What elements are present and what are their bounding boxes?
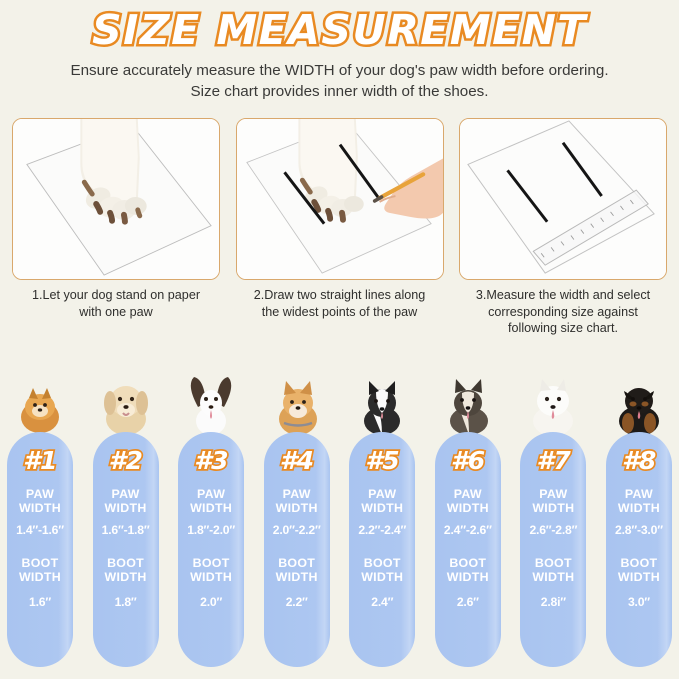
size-card-6-boot-value: 2.6″ bbox=[456, 595, 479, 609]
size-card-5-boot-value: 2.4″ bbox=[371, 595, 394, 609]
size-card-8-boot-label: BOOT WIDTH bbox=[617, 556, 660, 584]
size-card-4[interactable]: #4 PAW WIDTH 2.0″-2.2″ BOOT WIDTH 2.2″ bbox=[263, 432, 330, 667]
size-card-6-number: #6 bbox=[449, 444, 487, 476]
size-card-7-number: #7 bbox=[535, 444, 573, 476]
size-card-4-boot-value: 2.2″ bbox=[285, 595, 308, 609]
subtitle-line-2: Size chart provides inner width of the s… bbox=[190, 83, 489, 100]
size-card-column-4: #4 PAW WIDTH 2.0″-2.2″ BOOT WIDTH 2.2″ bbox=[263, 355, 330, 667]
hand-drawing-lines-illustration bbox=[236, 119, 443, 279]
size-card-7[interactable]: #7 PAW WIDTH 2.6″-2.8″ BOOT WIDTH 2.8i″ bbox=[520, 432, 587, 667]
size-card-3-boot-label: BOOT WIDTH bbox=[190, 556, 233, 584]
size-card-8-paw-label: PAW WIDTH bbox=[617, 487, 660, 515]
dog-paw-on-paper-illustration bbox=[13, 119, 219, 279]
step-3-caption-line-3: following size chart. bbox=[508, 321, 618, 335]
step-1-caption: 1.Let your dog stand on paper with one p… bbox=[12, 287, 220, 320]
size-card-2-boot-value: 1.8″ bbox=[114, 595, 137, 609]
size-card-5-paw-value: 2.2″-2.4″ bbox=[358, 523, 407, 537]
size-card-3[interactable]: #3 PAW WIDTH 1.8″-2.0″ BOOT WIDTH 2.0″ bbox=[178, 432, 245, 667]
size-card-column-7: #7 PAW WIDTH 2.6″-2.8″ BOOT WIDTH 2.8i″ bbox=[520, 355, 587, 667]
step-3-caption: 3.Measure the width and select correspon… bbox=[459, 287, 667, 337]
size-card-5-number: #5 bbox=[364, 444, 402, 476]
size-card-7-boot-label: BOOT WIDTH bbox=[532, 556, 575, 584]
size-card-7-boot-value: 2.8i″ bbox=[540, 595, 566, 609]
size-card-7-paw-value: 2.6″-2.8″ bbox=[529, 523, 578, 537]
papillon-icon bbox=[178, 357, 244, 435]
size-card-1-boot-label: BOOT WIDTH bbox=[18, 556, 62, 584]
size-card-column-8: #8 PAW WIDTH 2.8″-3.0″ BOOT WIDTH 3.0″ bbox=[605, 355, 672, 667]
step-1-photo bbox=[12, 118, 220, 280]
size-card-3-paw-label: PAW WIDTH bbox=[190, 487, 233, 515]
rottweiler-icon bbox=[606, 357, 672, 435]
step-2-caption-line-2: the widest points of the paw bbox=[261, 304, 418, 319]
size-card-4-boot-label: BOOT WIDTH bbox=[275, 556, 318, 584]
size-card-2[interactable]: #2 PAW WIDTH 1.6″-1.8″ BOOT WIDTH 1.8″ bbox=[92, 432, 159, 667]
size-card-3-boot-value: 2.0″ bbox=[200, 595, 223, 609]
size-card-column-5: #5 PAW WIDTH 2.2″-2.4″ BOOT WIDTH 2.4″ bbox=[349, 355, 416, 667]
golden-retriever-icon bbox=[93, 357, 159, 435]
size-card-8[interactable]: #8 PAW WIDTH 2.8″-3.0″ BOOT WIDTH 3.0″ bbox=[605, 432, 672, 667]
size-card-4-paw-value: 2.0″-2.2″ bbox=[272, 523, 321, 537]
size-card-6-paw-value: 2.4″-2.6″ bbox=[443, 523, 492, 537]
size-card-column-3: #3 PAW WIDTH 1.8″-2.0″ BOOT WIDTH 2.0″ bbox=[178, 355, 245, 667]
size-card-5[interactable]: #5 PAW WIDTH 2.2″-2.4″ BOOT WIDTH 2.4″ bbox=[349, 432, 416, 667]
size-card-3-paw-value: 1.8″-2.0″ bbox=[187, 523, 236, 537]
size-card-8-boot-value: 3.0″ bbox=[627, 595, 650, 609]
size-card-1-number: #1 bbox=[21, 444, 59, 476]
size-card-4-number: #4 bbox=[278, 444, 316, 476]
step-1-caption-line-2: with one paw bbox=[79, 304, 153, 319]
step-3: 3.Measure the width and select correspon… bbox=[459, 118, 667, 337]
size-card-8-paw-value: 2.8″-3.0″ bbox=[615, 523, 663, 537]
shiba-inu-icon bbox=[264, 357, 330, 435]
size-card-1-paw-value: 1.4″-1.6″ bbox=[16, 523, 64, 537]
page-header: SIZE MEASUREMENT bbox=[0, 4, 679, 57]
malamute-icon bbox=[435, 357, 501, 435]
size-card-8-number: #8 bbox=[620, 444, 658, 476]
size-card-1[interactable]: #1 PAW WIDTH 1.4″-1.6″ BOOT WIDTH 1.6″ bbox=[7, 432, 73, 667]
size-card-6[interactable]: #6 PAW WIDTH 2.4″-2.6″ BOOT WIDTH 2.6″ bbox=[434, 432, 501, 667]
samoyed-icon bbox=[520, 357, 586, 435]
size-card-3-number: #3 bbox=[193, 444, 231, 476]
size-card-column-2: #2 PAW WIDTH 1.6″-1.8″ BOOT WIDTH 1.8″ bbox=[92, 355, 159, 667]
step-3-caption-line-2: corresponding size against bbox=[488, 304, 638, 319]
size-card-column-1: #1 PAW WIDTH 1.4″-1.6″ BOOT WIDTH 1.6″ bbox=[7, 355, 73, 667]
size-card-column-6: #6 PAW WIDTH 2.4″-2.6″ BOOT WIDTH 2.6″ bbox=[434, 355, 501, 667]
step-3-caption-line-1: 3.Measure the width and select bbox=[475, 288, 651, 302]
step-1: 1.Let your dog stand on paper with one p… bbox=[12, 118, 220, 337]
size-card-5-paw-label: PAW WIDTH bbox=[361, 487, 404, 515]
size-card-2-paw-label: PAW WIDTH bbox=[104, 487, 147, 515]
pomeranian-icon bbox=[7, 357, 73, 435]
step-2-caption: 2.Draw two straight lines along the wide… bbox=[236, 287, 444, 320]
size-card-1-boot-value: 1.6″ bbox=[29, 595, 51, 609]
size-card-1-paw-label: PAW WIDTH bbox=[18, 487, 62, 515]
size-chart: #1 PAW WIDTH 1.4″-1.6″ BOOT WIDTH 1.6″ bbox=[7, 355, 672, 667]
size-card-4-paw-label: PAW WIDTH bbox=[275, 487, 318, 515]
size-card-5-boot-label: BOOT WIDTH bbox=[361, 556, 404, 584]
size-card-6-boot-label: BOOT WIDTH bbox=[446, 556, 489, 584]
subtitle-line-1: Ensure accurately measure the WIDTH of y… bbox=[70, 62, 609, 79]
size-card-2-paw-value: 1.6″-1.8″ bbox=[101, 523, 150, 537]
size-card-2-boot-label: BOOT WIDTH bbox=[104, 556, 147, 584]
step-2: 2.Draw two straight lines along the wide… bbox=[235, 118, 444, 337]
page-subtitle: Ensure accurately measure the WIDTH of y… bbox=[0, 60, 679, 102]
size-card-6-paw-label: PAW WIDTH bbox=[446, 487, 489, 515]
step-1-caption-line-1: 1.Let your dog stand on paper bbox=[31, 288, 201, 302]
size-card-7-paw-label: PAW WIDTH bbox=[532, 487, 575, 515]
ruler-measuring-illustration bbox=[460, 119, 666, 279]
step-2-photo bbox=[235, 118, 444, 280]
measurement-steps: 1.Let your dog stand on paper with one p… bbox=[12, 118, 667, 337]
step-2-caption-line-1: 2.Draw two straight lines along bbox=[253, 288, 426, 302]
size-card-2-number: #2 bbox=[107, 444, 145, 476]
border-collie-icon bbox=[349, 357, 415, 435]
page-title: SIZE MEASUREMENT bbox=[90, 4, 588, 57]
step-3-photo bbox=[459, 118, 667, 280]
